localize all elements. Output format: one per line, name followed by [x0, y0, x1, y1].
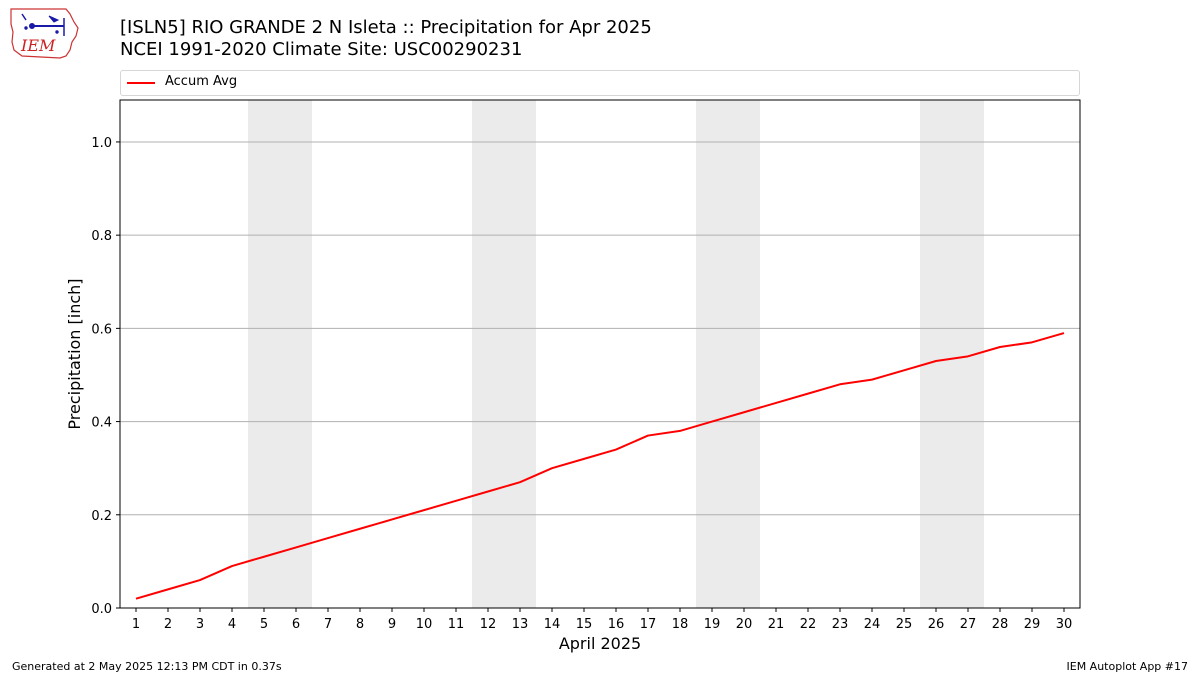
x-tick-label: 1 — [132, 617, 140, 632]
x-tick-label: 19 — [704, 617, 721, 632]
x-tick-label: 14 — [544, 617, 561, 632]
data-point-accum-avg — [615, 449, 617, 451]
x-tick-label: 25 — [896, 617, 913, 632]
chart-subtitle: NCEI 1991-2020 Climate Site: USC00290231 — [120, 39, 523, 60]
x-tick-label: 24 — [864, 617, 881, 632]
data-point-accum-avg — [903, 369, 905, 371]
data-point-accum-avg — [359, 528, 361, 530]
x-tick-label: 3 — [196, 617, 204, 632]
x-tick-label: 22 — [800, 617, 817, 632]
x-tick-label: 8 — [356, 617, 364, 632]
x-tick-label: 27 — [960, 617, 977, 632]
data-point-accum-avg — [711, 421, 713, 423]
data-point-accum-avg — [135, 598, 137, 600]
generated-footer: Generated at 2 May 2025 12:13 PM CDT in … — [12, 660, 282, 673]
data-point-accum-avg — [583, 458, 585, 460]
x-tick-label: 29 — [1024, 617, 1041, 632]
legend-label-accum-avg: Accum Avg — [165, 74, 238, 89]
data-point-accum-avg — [295, 546, 297, 548]
data-point-accum-avg — [391, 518, 393, 520]
weather-station-icon — [21, 13, 65, 36]
data-point-accum-avg — [775, 402, 777, 404]
legend-swatch-accum-avg — [127, 82, 155, 84]
data-point-accum-avg — [263, 556, 265, 558]
weekend-band-3 — [696, 100, 760, 608]
data-point-accum-avg — [679, 430, 681, 432]
data-point-accum-avg — [327, 537, 329, 539]
y-tick-label: 0.8 — [91, 229, 112, 244]
x-tick-label: 6 — [292, 617, 300, 632]
y-tick-label: 0.4 — [91, 416, 112, 431]
x-tick-label: 28 — [992, 617, 1009, 632]
x-axis-label: April 2025 — [559, 634, 641, 653]
x-tick-label: 12 — [480, 617, 497, 632]
data-point-accum-avg — [999, 346, 1001, 348]
data-point-accum-avg — [231, 565, 233, 567]
weekend-band-1 — [248, 100, 312, 608]
x-tick-label: 30 — [1056, 617, 1073, 632]
data-point-accum-avg — [807, 393, 809, 395]
x-tick-label: 17 — [640, 617, 657, 632]
data-point-accum-avg — [839, 383, 841, 385]
iem-logo-text: IEM — [20, 36, 56, 55]
x-tick-label: 21 — [768, 617, 785, 632]
y-tick-label: 0.2 — [91, 509, 112, 524]
x-tick-label: 13 — [512, 617, 529, 632]
x-tick-label: 26 — [928, 617, 945, 632]
y-tick-label: 0.6 — [91, 322, 112, 337]
x-tick-label: 23 — [832, 617, 849, 632]
series-line-accum-avg — [135, 332, 1065, 600]
data-point-accum-avg — [967, 355, 969, 357]
x-tick-label: 18 — [672, 617, 689, 632]
data-point-accum-avg — [1031, 341, 1033, 343]
y-tick-label: 0.0 — [91, 602, 112, 617]
data-point-accum-avg — [871, 379, 873, 381]
x-tick-label: 20 — [736, 617, 753, 632]
chart-title: [ISLN5] RIO GRANDE 2 N Isleta :: Precipi… — [120, 17, 652, 38]
data-point-accum-avg — [743, 411, 745, 413]
x-tick-label: 11 — [448, 617, 465, 632]
y-tick-label: 1.0 — [91, 136, 112, 151]
data-point-accum-avg — [455, 500, 457, 502]
data-point-accum-avg — [935, 360, 937, 362]
x-tick-label: 7 — [324, 617, 332, 632]
x-tick-label: 5 — [260, 617, 268, 632]
iem-logo: IEM — [10, 8, 79, 59]
data-point-accum-avg — [1063, 332, 1065, 334]
x-tick-label: 4 — [228, 617, 236, 632]
data-point-accum-avg — [199, 579, 201, 581]
data-point-accum-avg — [519, 481, 521, 483]
plot-frame — [119, 99, 1081, 609]
data-point-accum-avg — [423, 509, 425, 511]
legend: Accum Avg — [120, 70, 1080, 96]
iowa-outline-shape — [10, 8, 79, 59]
x-tick-label: 9 — [388, 617, 396, 632]
x-tick-label: 2 — [164, 617, 172, 632]
data-point-accum-avg — [167, 588, 169, 590]
data-point-accum-avg — [647, 435, 649, 437]
data-point-accum-avg — [551, 467, 553, 469]
x-tick-label: 10 — [416, 617, 433, 632]
x-tick-label: 16 — [608, 617, 625, 632]
x-tick-label: 15 — [576, 617, 593, 632]
app-footer: IEM Autoplot App #17 — [1066, 660, 1189, 673]
weekend-band-2 — [472, 100, 536, 608]
data-point-accum-avg — [487, 490, 489, 492]
y-axis-label: Precipitation [inch] — [65, 278, 84, 429]
